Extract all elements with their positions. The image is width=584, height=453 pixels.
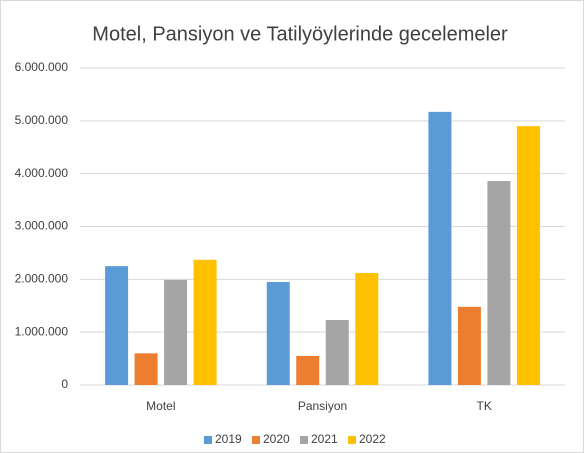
legend-label: 2019 xyxy=(215,432,242,446)
y-tick-label: 3.000.000 xyxy=(15,219,69,233)
legend-label: 2020 xyxy=(263,432,290,446)
bar xyxy=(428,111,452,385)
legend-label: 2021 xyxy=(311,432,338,446)
legend-swatch xyxy=(300,436,308,444)
y-tick-label: 6.000.000 xyxy=(15,60,69,74)
bar xyxy=(325,320,349,385)
legend-swatch xyxy=(252,436,260,444)
x-tick-label: TK xyxy=(476,399,491,413)
y-tick-label: 2.000.000 xyxy=(15,272,69,286)
bar xyxy=(516,126,540,385)
legend-swatch xyxy=(204,436,212,444)
chart-title: Motel, Pansiyon ve Tatilyöylerinde gecel… xyxy=(92,23,508,45)
bar xyxy=(134,353,158,385)
x-tick-label: Pansiyon xyxy=(298,399,347,413)
y-tick-label: 1.000.000 xyxy=(15,324,69,338)
bar xyxy=(266,281,290,385)
bar xyxy=(355,272,379,385)
bar xyxy=(105,266,129,385)
legend-label: 2022 xyxy=(359,432,386,446)
bar xyxy=(164,279,188,385)
bar xyxy=(487,181,511,385)
x-tick-label: Motel xyxy=(146,399,175,413)
bar xyxy=(457,306,481,385)
legend-swatch xyxy=(348,436,356,444)
y-tick-label: 4.000.000 xyxy=(15,166,69,180)
bar xyxy=(296,355,320,385)
y-tick-label: 5.000.000 xyxy=(15,113,69,127)
y-tick-label: 0 xyxy=(61,377,68,391)
bar xyxy=(193,259,217,385)
